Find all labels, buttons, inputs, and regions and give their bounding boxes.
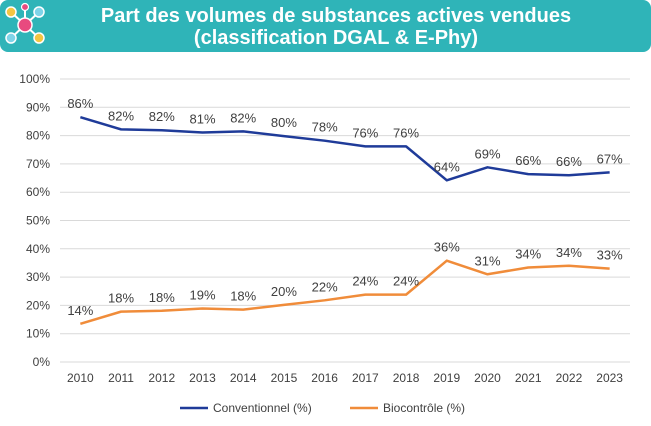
y-tick-label: 100%: [19, 72, 50, 86]
x-tick-label: 2010: [67, 371, 94, 385]
data-label: 31%: [474, 253, 500, 268]
series-line-biocontrole: [79, 259, 610, 325]
x-tick-label: 2018: [393, 371, 420, 385]
data-label: 76%: [393, 125, 419, 140]
data-label: 19%: [189, 288, 215, 303]
data-label: 86%: [67, 96, 93, 111]
legend-conventionnel-label: Conventionnel (%): [213, 401, 312, 415]
x-tick-label: 2023: [596, 371, 623, 385]
chart-title-line2: (classification DGAL & E-Phy): [193, 27, 479, 49]
y-tick-label: 80%: [26, 129, 50, 143]
x-tick-label: 2013: [189, 371, 216, 385]
molecule-network-icon: [5, 2, 45, 44]
data-label: 66%: [556, 154, 582, 169]
data-label: 76%: [352, 125, 378, 140]
data-label: 82%: [230, 110, 256, 125]
data-label: 24%: [393, 274, 419, 289]
data-label: 33%: [597, 248, 623, 263]
data-label: 18%: [108, 291, 134, 306]
data-label: 34%: [515, 246, 541, 261]
data-label: 80%: [271, 115, 297, 130]
y-tick-label: 90%: [26, 100, 50, 114]
data-label: 64%: [434, 159, 460, 174]
y-tick-label: 20%: [26, 298, 50, 312]
data-label: 24%: [352, 274, 378, 289]
y-tick-label: 0%: [33, 355, 51, 369]
x-tick-label: 2020: [474, 371, 501, 385]
x-tick-label: 2015: [271, 371, 298, 385]
data-label: 82%: [108, 108, 134, 123]
y-tick-label: 60%: [26, 185, 50, 199]
data-label: 22%: [312, 279, 338, 294]
data-label: 82%: [149, 109, 175, 124]
data-label: 69%: [474, 146, 500, 161]
data-label: 36%: [434, 240, 460, 255]
chart-title: Part des volumes de substances actives v…: [56, 5, 616, 49]
y-tick-label: 70%: [26, 157, 50, 171]
series-line-conventionnel: [79, 116, 610, 182]
x-tick-label: 2022: [556, 371, 583, 385]
x-tick-label: 2016: [311, 371, 338, 385]
line-chart: 0% 10% 20% 30% 40% 50% 60% 70% 80% 90% 100% 2010 201…: [19, 72, 630, 415]
data-label: 34%: [556, 245, 582, 260]
data-label: 18%: [230, 289, 256, 304]
data-label: 81%: [189, 111, 215, 126]
x-tick-label: 2021: [515, 371, 542, 385]
data-label: 20%: [271, 284, 297, 299]
data-label: 78%: [312, 120, 338, 135]
x-tick-label: 2019: [433, 371, 460, 385]
data-label: 14%: [67, 303, 93, 318]
y-tick-label: 40%: [26, 242, 50, 256]
data-label: 18%: [149, 290, 175, 305]
chart-header: Part des volumes de substances actives v…: [0, 0, 651, 52]
x-tick-label: 2014: [230, 371, 257, 385]
y-tick-label: 30%: [26, 270, 50, 284]
x-tick-label: 2012: [148, 371, 175, 385]
y-tick-label: 10%: [26, 327, 50, 341]
data-label: 67%: [597, 151, 623, 166]
data-label: 66%: [515, 153, 541, 168]
legend-biocontrole-label: Biocontrôle (%): [383, 401, 465, 415]
x-tick-label: 2011: [108, 371, 134, 385]
chart-title-line1: Part des volumes de substances actives v…: [100, 5, 572, 27]
x-tick-label: 2017: [352, 371, 379, 385]
y-tick-label: 50%: [26, 214, 50, 228]
